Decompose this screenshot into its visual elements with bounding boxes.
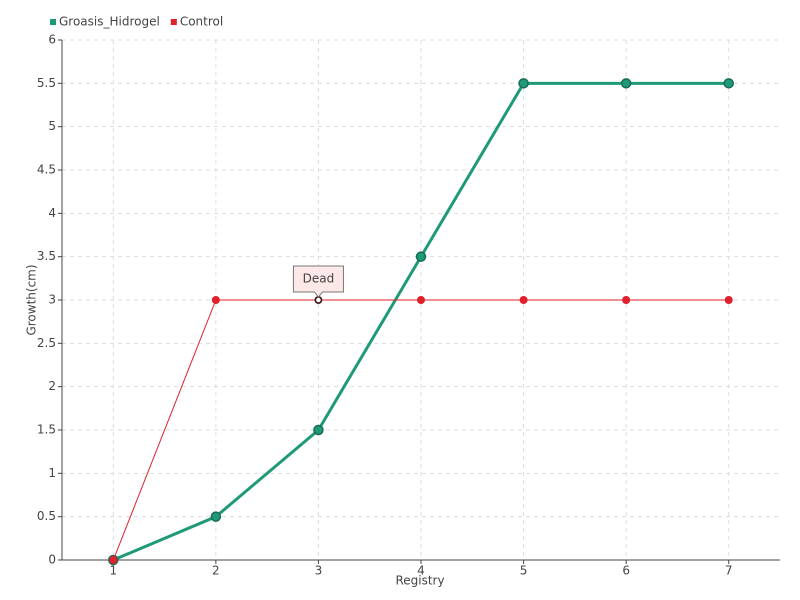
y-tick-label: 0.5	[37, 509, 56, 523]
y-tick-label: 5	[48, 119, 56, 133]
y-tick-label: 6	[48, 33, 56, 47]
legend-swatch	[170, 19, 177, 25]
x-axis-label: Registry	[395, 574, 444, 588]
point	[723, 78, 734, 89]
point	[417, 296, 425, 304]
point	[724, 296, 733, 304]
y-tick-label: 2	[48, 379, 56, 393]
point	[313, 424, 324, 436]
y-tick-label: 2.5	[37, 336, 56, 350]
y-tick-label: 0	[48, 553, 56, 567]
y-tick-label: 5.5	[37, 76, 56, 90]
y-tick-label: 3	[48, 293, 56, 307]
x-tick-label: 2	[212, 564, 220, 578]
point	[210, 511, 222, 522]
point	[109, 556, 118, 564]
legend-swatch	[50, 19, 56, 25]
point	[622, 296, 631, 304]
y-tick-label: 3.5	[37, 249, 56, 263]
x-tick-label: 5	[520, 564, 528, 578]
x-tick-label: 6	[622, 564, 630, 578]
x-tick-label: 4	[417, 564, 425, 578]
point	[620, 78, 632, 89]
y-axis-label: Growth(cm)	[25, 264, 39, 335]
y-tick-label: 1	[48, 466, 56, 480]
y-tick-label: 1.5	[37, 423, 56, 437]
point	[518, 78, 529, 89]
y-tick-label: 4.5	[37, 163, 56, 177]
annotation-point	[314, 296, 323, 304]
point	[211, 296, 220, 304]
point	[519, 296, 528, 304]
legend-label: Groasis_Hidrogel	[59, 15, 160, 29]
x-tick-label: 3	[315, 564, 323, 578]
x-tick-label: 7	[725, 564, 733, 578]
legend-label: Control	[180, 15, 223, 29]
y-tick-label: 4	[48, 206, 56, 220]
x-tick-label: 1	[109, 564, 117, 578]
annotation-box	[292, 265, 344, 298]
point	[415, 251, 427, 262]
annotation-text: Dead	[303, 272, 335, 286]
